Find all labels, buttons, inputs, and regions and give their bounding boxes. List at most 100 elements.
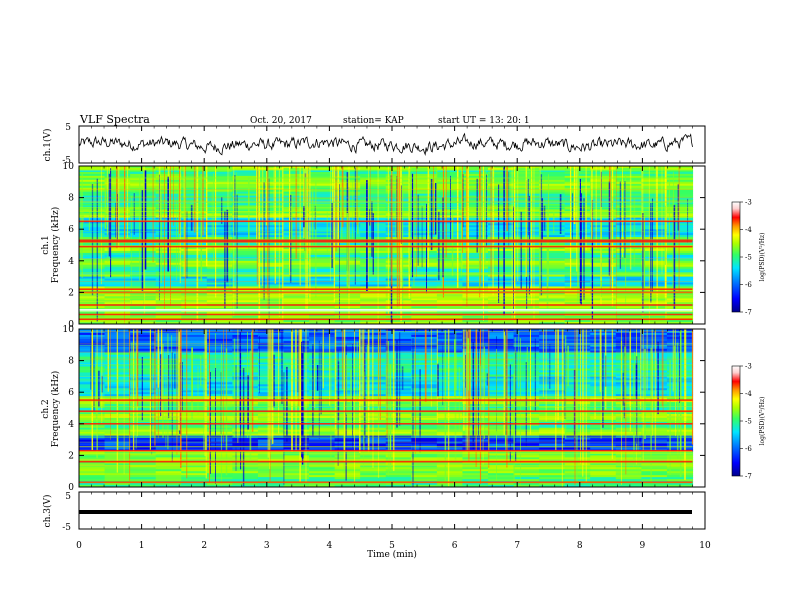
spectrogram-cell <box>615 388 642 391</box>
spectrogram-cell <box>130 479 157 482</box>
spectrogram-cell <box>590 221 617 224</box>
spectrogram-cell <box>155 455 182 458</box>
spectrogram-cell <box>155 320 182 323</box>
spectrogram-cell <box>615 402 642 405</box>
spectrogram-cell <box>232 205 259 208</box>
spectrogram-cell <box>309 286 336 289</box>
spectrogram-cell <box>615 427 642 431</box>
spectrogram-cell <box>206 374 233 377</box>
spectrogram-cell <box>181 354 208 358</box>
spectrogram-cell <box>385 386 412 389</box>
colorbar-tick-label: -4 <box>745 226 752 234</box>
spectrogram-cell <box>590 278 617 281</box>
spectrogram-cell <box>309 254 336 258</box>
spectrogram-cell <box>257 237 285 240</box>
spectrogram-cell <box>309 457 336 460</box>
spectrogram-cell <box>641 187 668 191</box>
spectrogram-cell <box>181 408 208 411</box>
spectrogram-cell <box>487 406 515 409</box>
spectrogram-cell <box>539 334 566 338</box>
spectrogram-cell <box>181 370 208 373</box>
spectrogram-cell <box>615 292 642 295</box>
spectrogram-cell <box>487 246 515 250</box>
spectrogram-cell <box>206 256 233 260</box>
spectrogram-cell <box>487 183 515 187</box>
spectrogram-cell <box>130 431 157 435</box>
spectrogram-cell <box>641 382 668 385</box>
spectrogram-cell <box>232 221 259 224</box>
spectrogram-cell <box>462 248 489 252</box>
spectrogram-cell <box>232 183 259 187</box>
spectrogram-cell <box>564 348 591 352</box>
spectrogram-cell <box>487 439 515 442</box>
spectrogram-cell <box>590 205 617 208</box>
spectrogram-cell <box>641 370 668 373</box>
spectrogram-cell <box>462 270 489 274</box>
spectrogram-cell <box>641 413 668 417</box>
spectrogram-cell <box>539 443 566 446</box>
spectrogram-cell <box>462 322 489 325</box>
spectrogram-cell <box>232 322 259 325</box>
spectrogram-cell <box>666 203 694 206</box>
spectrogram-cell <box>206 320 233 323</box>
spectrogram-cell <box>309 266 336 270</box>
spectrogram-cell <box>411 205 438 208</box>
spectrogram-cell <box>360 473 387 476</box>
spectrogram-cell <box>411 447 438 450</box>
spectrogram-cell <box>309 394 336 397</box>
spectrogram-cell <box>257 292 285 295</box>
spectrogram-cell <box>487 465 515 468</box>
spectral-band-line <box>79 304 693 306</box>
spectrogram-cell <box>487 189 515 193</box>
spectrogram-cell <box>104 256 131 260</box>
spectrogram-cell <box>232 394 259 397</box>
spectrogram-cell <box>181 477 208 480</box>
spectrogram-cell <box>615 451 642 454</box>
spectrogram-cell <box>79 306 106 309</box>
spectrogram-cell <box>385 394 412 397</box>
spectrogram-cell <box>360 475 387 478</box>
spectrogram-cell <box>666 260 694 264</box>
spectrogram-cell <box>257 211 285 214</box>
spectrogram-cell <box>641 378 668 381</box>
spectrogram-cell <box>436 314 464 317</box>
spectrogram-cell <box>641 477 668 480</box>
spectrogram-cell <box>385 384 412 387</box>
spectrogram-cell <box>206 248 233 252</box>
spectrogram-cell <box>462 292 489 295</box>
spectrogram-cell <box>181 386 208 389</box>
spectrogram-cell <box>411 270 438 274</box>
spectrogram-cell <box>232 235 259 238</box>
spectrogram-cell <box>334 332 361 336</box>
spectrogram-cell <box>564 316 591 319</box>
spectrogram-cell <box>79 477 106 480</box>
spectrogram-cell <box>462 477 489 480</box>
spectrogram-cell <box>206 302 233 305</box>
spectrogram-cell <box>309 252 336 256</box>
spectrogram-cell <box>590 237 617 240</box>
spectrogram-cell <box>539 248 566 252</box>
spectrogram-cell <box>666 292 694 295</box>
spectrogram-cell <box>130 322 157 325</box>
spectrogram-cell <box>462 235 489 238</box>
spectrogram-cell <box>155 284 182 287</box>
spectrogram-cell <box>232 374 259 377</box>
spectrogram-cell <box>385 463 412 466</box>
spectrogram-cell <box>232 213 259 216</box>
xtick-label: 6 <box>452 541 458 551</box>
spectrogram-cell <box>360 469 387 472</box>
spectrogram-cell <box>641 322 668 325</box>
spectrogram-cell <box>487 221 515 224</box>
spectrogram-cell <box>564 455 591 458</box>
spectrogram-cell <box>615 312 642 315</box>
spectrogram-cell <box>487 378 515 381</box>
spectrogram-cell <box>309 278 336 281</box>
spectrogram-cell <box>411 475 438 478</box>
spectrogram-cell <box>436 197 464 200</box>
spectrogram-cell <box>206 479 233 482</box>
spectrogram-cell <box>539 286 566 289</box>
spectrogram-cell <box>155 443 182 446</box>
spectrogram-cell <box>564 392 591 395</box>
spectrogram-cell <box>130 193 157 197</box>
